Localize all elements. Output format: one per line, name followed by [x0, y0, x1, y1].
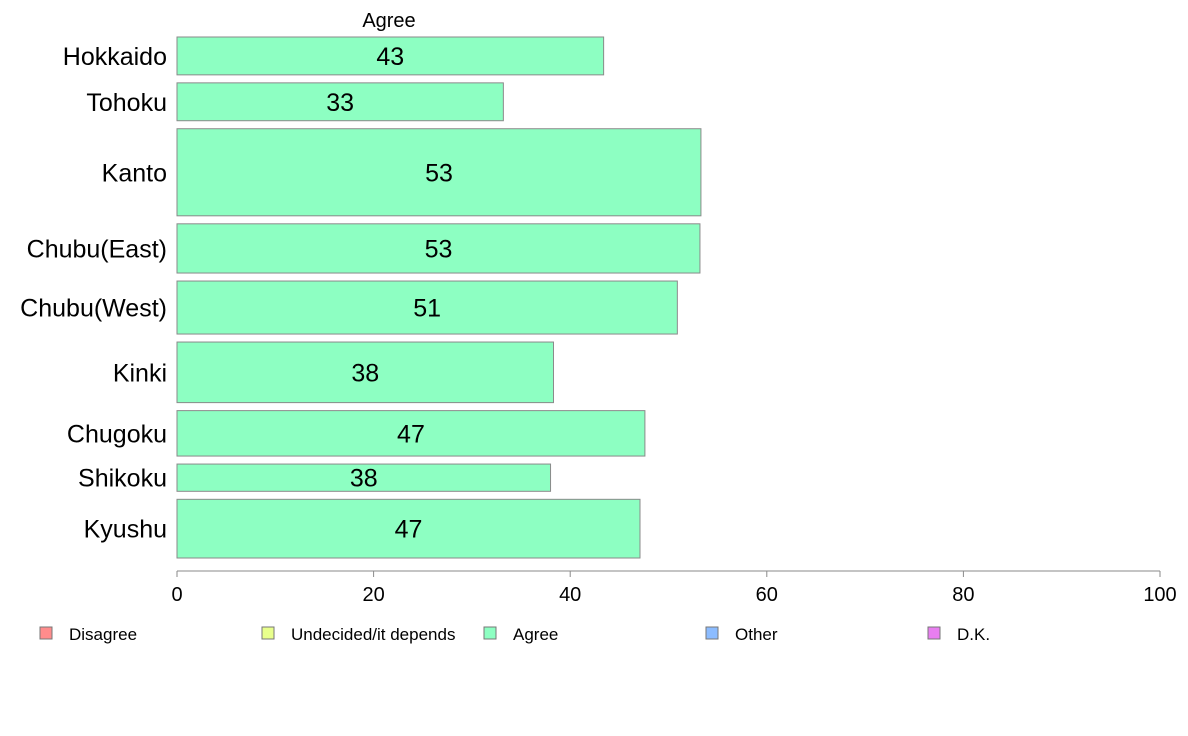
- x-tick-label: 60: [756, 584, 778, 606]
- legend-label: Other: [735, 625, 778, 644]
- category-label: Kanto: [102, 159, 167, 187]
- bar-chugoku: [176, 410, 646, 457]
- legend-label: Disagree: [69, 625, 137, 644]
- bar-tohoku: [176, 82, 504, 122]
- bar-chubu-east: [176, 223, 701, 274]
- category-label: Kyushu: [84, 516, 167, 544]
- x-tick-label: 80: [952, 584, 974, 606]
- data-label: 47: [395, 516, 423, 544]
- bar-kanto: [176, 128, 702, 217]
- data-label: 43: [376, 43, 404, 71]
- bars: Hokkaido 43 Tohoku 33 Kanto 53 Chubu(East) 53 Ch…: [20, 36, 702, 559]
- category-label: Hokkaido: [63, 43, 167, 71]
- category-label: Chugoku: [67, 420, 167, 448]
- bar-kinki: [176, 341, 554, 404]
- legend-swatch: [39, 626, 53, 640]
- data-label: 51: [413, 295, 441, 323]
- data-label: 33: [326, 89, 354, 117]
- legend-swatch: [927, 626, 941, 640]
- legend-swatch: [483, 626, 497, 640]
- x-axis: 0 20 40 60 80 100: [171, 570, 1177, 606]
- bar-hokkaido: [176, 36, 605, 76]
- x-tick-label: 0: [171, 584, 182, 606]
- category-label: Tohoku: [86, 89, 167, 117]
- bar-chubu-west: [176, 280, 678, 335]
- category-label: Shikoku: [78, 465, 167, 493]
- bar-kyushu: [176, 498, 641, 559]
- legend: Disagree Undecided/it depends Agree Other D.…: [39, 625, 990, 644]
- x-tick-label: 100: [1143, 584, 1176, 606]
- data-label: 38: [350, 465, 378, 493]
- category-label: Kinki: [113, 359, 167, 387]
- category-label: Chubu(West): [20, 295, 167, 323]
- data-label: 53: [425, 235, 453, 263]
- legend-label: Agree: [513, 625, 558, 644]
- data-label: 38: [351, 359, 379, 387]
- bar-shikoku: [176, 463, 552, 492]
- legend-label: D.K.: [957, 625, 990, 644]
- legend-swatch: [705, 626, 719, 640]
- legend-label: Undecided/it depends: [291, 625, 455, 644]
- data-label: 53: [425, 159, 453, 187]
- x-tick-label: 40: [559, 584, 581, 606]
- column-header: Agree: [362, 10, 415, 32]
- x-tick-label: 20: [362, 584, 384, 606]
- legend-swatch: [261, 626, 275, 640]
- category-label: Chubu(East): [27, 235, 167, 263]
- data-label: 47: [397, 420, 425, 448]
